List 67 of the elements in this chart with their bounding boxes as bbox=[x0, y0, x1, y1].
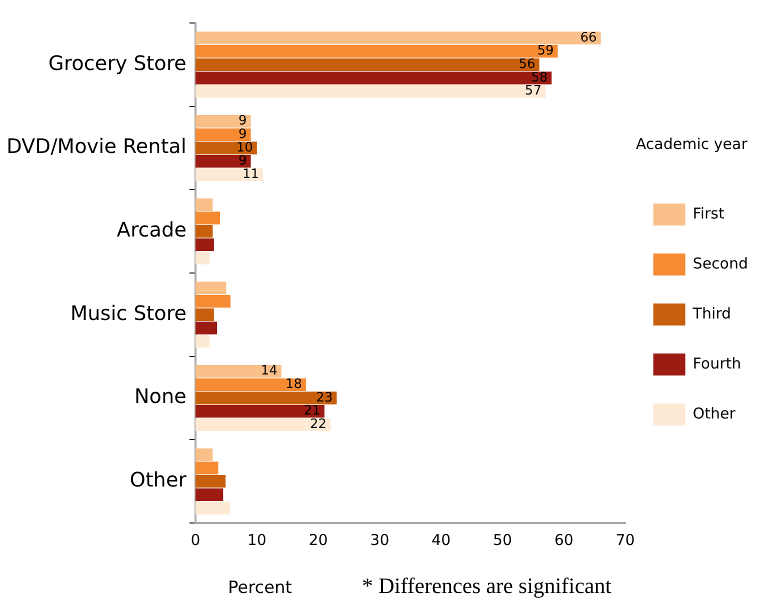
x-tick-label: 50 bbox=[492, 530, 512, 549]
data-label: 21 bbox=[304, 404, 320, 419]
legend-label: Other bbox=[692, 404, 736, 422]
bar bbox=[196, 225, 213, 238]
data-label: 9 bbox=[238, 154, 247, 169]
data-label: 23 bbox=[316, 390, 333, 406]
bar bbox=[196, 392, 337, 404]
x-tick-label: 20 bbox=[308, 530, 328, 549]
bar bbox=[196, 378, 306, 391]
bar bbox=[196, 72, 552, 84]
bar bbox=[196, 418, 331, 431]
bar bbox=[196, 115, 251, 128]
bar bbox=[196, 405, 324, 418]
bar bbox=[196, 365, 282, 378]
legend-label: Third bbox=[692, 304, 732, 322]
data-label: 58 bbox=[531, 70, 548, 86]
data-label: 22 bbox=[310, 417, 327, 432]
bar bbox=[196, 128, 251, 141]
bar bbox=[196, 85, 546, 98]
y-tick-label: DVD/Movie Rental bbox=[6, 134, 186, 158]
bar bbox=[196, 462, 218, 474]
bar bbox=[196, 198, 213, 211]
bar bbox=[196, 502, 230, 514]
bar bbox=[196, 212, 220, 224]
data-label: 59 bbox=[537, 44, 554, 59]
data-label: 56 bbox=[518, 57, 536, 72]
data-label: 66 bbox=[580, 30, 597, 46]
y-tick-label: Other bbox=[130, 468, 188, 492]
y-tick-label: Grocery Store bbox=[48, 50, 186, 75]
x-tick-label: 10 bbox=[247, 530, 266, 549]
bar bbox=[196, 45, 558, 58]
y-tick-label: Arcade bbox=[116, 218, 186, 242]
y-tick-label: None bbox=[134, 384, 186, 408]
legend-label: Second bbox=[692, 254, 748, 272]
bar bbox=[196, 475, 226, 488]
x-tick-label: 60 bbox=[554, 530, 574, 549]
bar bbox=[196, 32, 601, 44]
bar bbox=[196, 335, 210, 348]
data-label: 57 bbox=[524, 84, 542, 99]
bar bbox=[196, 282, 226, 294]
bar bbox=[196, 488, 224, 501]
data-label: 18 bbox=[285, 377, 302, 392]
x-tick-label: 70 bbox=[616, 530, 635, 549]
x-tick-label: 0 bbox=[190, 530, 200, 549]
data-label: 10 bbox=[236, 140, 253, 156]
bar bbox=[196, 238, 214, 251]
data-label: 14 bbox=[260, 364, 278, 379]
data-label: 9 bbox=[238, 127, 247, 142]
text: * Differences are significant bbox=[362, 573, 612, 599]
bar bbox=[196, 295, 230, 308]
bar bbox=[196, 168, 264, 181]
data-label: 11 bbox=[242, 167, 260, 182]
bar bbox=[196, 308, 214, 321]
x-tick-label: 40 bbox=[432, 530, 451, 549]
legend-label: Fourth bbox=[692, 354, 742, 372]
bar bbox=[196, 58, 540, 71]
legend-label: First bbox=[692, 204, 724, 222]
bar bbox=[196, 155, 251, 168]
bar bbox=[196, 322, 217, 334]
legend-title: Academic year bbox=[636, 134, 748, 153]
x-axis-title: Percent bbox=[228, 578, 292, 598]
bar bbox=[196, 142, 257, 154]
bar bbox=[196, 448, 213, 461]
data-label: 9 bbox=[238, 114, 247, 129]
bar bbox=[196, 252, 210, 264]
x-tick-label: 30 bbox=[370, 530, 390, 549]
y-tick-label: Music Store bbox=[70, 300, 186, 325]
